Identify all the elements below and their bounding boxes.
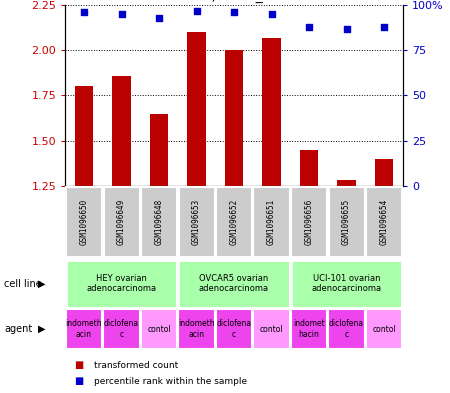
- Bar: [366, 187, 402, 257]
- Bar: [216, 309, 252, 349]
- Bar: [103, 309, 140, 349]
- Bar: [141, 187, 177, 257]
- Bar: [140, 309, 177, 349]
- Text: OVCAR5 ovarian
adenocarcinoma: OVCAR5 ovarian adenocarcinoma: [199, 274, 269, 293]
- Bar: [187, 32, 206, 186]
- Text: cell line: cell line: [4, 279, 42, 288]
- Text: GSM1096648: GSM1096648: [154, 199, 163, 245]
- Bar: [225, 50, 243, 186]
- Text: HEY ovarian
adenocarcinoma: HEY ovarian adenocarcinoma: [86, 274, 157, 293]
- Text: GSM1096650: GSM1096650: [80, 199, 89, 245]
- Text: GSM1096651: GSM1096651: [267, 199, 276, 245]
- Bar: [104, 187, 140, 257]
- Text: diclofena
c: diclofena c: [104, 320, 139, 339]
- Bar: [328, 187, 364, 257]
- Bar: [75, 86, 94, 186]
- Bar: [112, 75, 131, 186]
- Text: diclofena
c: diclofena c: [329, 320, 364, 339]
- Bar: [328, 309, 365, 349]
- Text: indometh
acin: indometh acin: [66, 320, 102, 339]
- Point: [81, 9, 88, 15]
- Text: ■: ■: [74, 360, 84, 371]
- Point: [306, 24, 313, 30]
- Bar: [291, 260, 402, 307]
- Text: indomet
hacin: indomet hacin: [293, 320, 325, 339]
- Bar: [365, 309, 402, 349]
- Bar: [216, 187, 252, 257]
- Text: GSM1096655: GSM1096655: [342, 199, 351, 245]
- Text: UCI-101 ovarian
adenocarcinoma: UCI-101 ovarian adenocarcinoma: [311, 274, 382, 293]
- Text: percentile rank within the sample: percentile rank within the sample: [94, 377, 248, 386]
- Text: GSM1096653: GSM1096653: [192, 199, 201, 245]
- Text: agent: agent: [4, 324, 33, 334]
- Bar: [66, 260, 177, 307]
- Point: [118, 11, 125, 17]
- Text: GSM1096654: GSM1096654: [379, 199, 388, 245]
- Text: diclofena
c: diclofena c: [216, 320, 252, 339]
- Bar: [300, 150, 319, 186]
- Point: [155, 15, 162, 21]
- Bar: [337, 180, 356, 186]
- Text: ▶: ▶: [38, 324, 46, 334]
- Bar: [291, 309, 328, 349]
- Bar: [178, 309, 215, 349]
- Point: [380, 24, 387, 30]
- Point: [343, 26, 350, 32]
- Text: GSM1096649: GSM1096649: [117, 199, 126, 245]
- Bar: [149, 114, 168, 186]
- Text: GSM1096656: GSM1096656: [305, 199, 314, 245]
- Title: GDS5353 / ILMN_1782543: GDS5353 / ILMN_1782543: [144, 0, 324, 3]
- Text: ■: ■: [74, 376, 84, 386]
- Text: contol: contol: [260, 325, 284, 334]
- Text: GSM1096652: GSM1096652: [230, 199, 238, 245]
- Bar: [66, 309, 103, 349]
- Text: transformed count: transformed count: [94, 361, 179, 370]
- Bar: [253, 187, 289, 257]
- Bar: [178, 260, 290, 307]
- Text: ▶: ▶: [38, 279, 46, 288]
- Bar: [262, 38, 281, 186]
- Text: contol: contol: [147, 325, 171, 334]
- Bar: [374, 159, 393, 186]
- Bar: [179, 187, 215, 257]
- Point: [230, 9, 238, 15]
- Point: [193, 7, 200, 14]
- Point: [268, 11, 275, 17]
- Bar: [291, 187, 327, 257]
- Text: contol: contol: [372, 325, 396, 334]
- Text: indometh
acin: indometh acin: [178, 320, 215, 339]
- Bar: [253, 309, 290, 349]
- Bar: [66, 187, 102, 257]
